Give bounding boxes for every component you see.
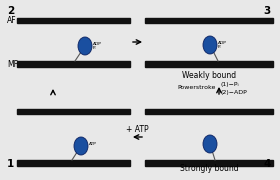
Text: ADP: ADP (93, 42, 102, 46)
Bar (17, 61, 130, 67)
Text: ATP: ATP (89, 142, 97, 146)
Bar (145, 160, 273, 166)
Text: Weakly bound: Weakly bound (182, 71, 236, 80)
Text: ADP: ADP (218, 41, 227, 45)
Text: 2: 2 (7, 6, 14, 16)
Bar (145, 109, 273, 114)
Ellipse shape (74, 137, 88, 155)
Bar (17, 17, 130, 22)
Text: 1: 1 (7, 159, 14, 169)
Bar (145, 17, 273, 22)
Ellipse shape (78, 37, 92, 55)
Text: AF: AF (7, 15, 17, 24)
Bar (17, 160, 130, 166)
Text: + ATP: + ATP (126, 125, 149, 134)
Text: MF: MF (7, 60, 18, 69)
Text: Pᵢ: Pᵢ (93, 46, 96, 50)
Text: (2)−ADP: (2)−ADP (221, 90, 248, 95)
Text: 4: 4 (264, 159, 271, 169)
Ellipse shape (203, 135, 217, 153)
Text: Strongly bound: Strongly bound (180, 164, 238, 173)
Text: Powerstroke: Powerstroke (178, 85, 216, 90)
Text: (1)−Pᵢ: (1)−Pᵢ (221, 82, 240, 87)
Ellipse shape (203, 36, 217, 54)
Text: Pᵢ: Pᵢ (218, 45, 221, 49)
Bar (145, 61, 273, 67)
Bar (17, 109, 130, 114)
Text: 3: 3 (264, 6, 271, 16)
